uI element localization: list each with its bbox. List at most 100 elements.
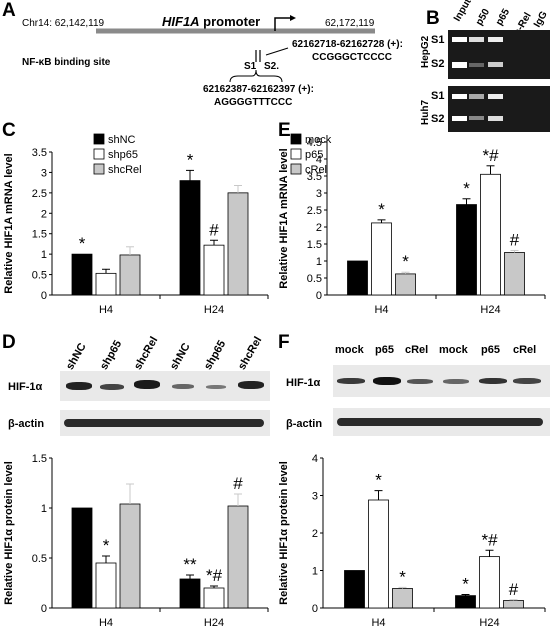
bar xyxy=(71,253,93,296)
significance-mark: * xyxy=(103,536,110,555)
legend-label: p65 xyxy=(305,149,323,161)
blot-band xyxy=(443,379,469,384)
y-tick-label: 3.5 xyxy=(32,147,47,159)
y-axis-label: Relative HIF1A mRNA level xyxy=(278,148,290,288)
y-tick-label: 0.5 xyxy=(32,553,47,565)
gel-band xyxy=(488,94,503,99)
lane-label: p65 xyxy=(375,344,394,356)
chart-e-mrna-overexpression: Relative HIF1A mRNA level 0 0.5 1 1.5 2 2.5 3 3.… xyxy=(278,133,546,316)
gel-band xyxy=(452,116,467,121)
site-s2-coordinate: 62162718-62162728 (+): xyxy=(292,39,403,50)
y-tick-label: 0.5 xyxy=(32,270,47,282)
bar xyxy=(395,273,416,296)
blot-band xyxy=(238,381,264,389)
legend-label: shNC xyxy=(108,134,136,146)
tss-arrow-icon xyxy=(274,17,290,31)
site-s1-coordinate: 62162387-62162397 (+): xyxy=(203,84,314,95)
tss-arrowhead-icon xyxy=(290,15,296,21)
y-tick-label: 1.5 xyxy=(32,229,47,241)
legend-label: cRel xyxy=(305,164,327,176)
blot-band xyxy=(172,384,194,389)
gel-row-huh7-s1: S1 xyxy=(431,90,445,102)
lane-label: cRel xyxy=(405,344,429,356)
bar xyxy=(227,192,249,296)
lane-label: shNC xyxy=(168,341,193,372)
significance-mark: * xyxy=(187,150,194,169)
blot-d-row-hif1a: HIF-1α xyxy=(8,381,43,393)
lane-label: cRel xyxy=(513,344,537,356)
blot-band xyxy=(337,378,365,384)
x-tick-label: H24 xyxy=(480,304,500,316)
panel-label-a: A xyxy=(2,0,16,21)
legend-swatch xyxy=(290,133,302,145)
blot-f-actin xyxy=(333,408,550,436)
gel-band xyxy=(452,62,467,68)
significance-mark: * xyxy=(402,252,409,271)
legend-swatch xyxy=(93,163,105,175)
bar xyxy=(392,588,413,609)
site-s2-label: S2. xyxy=(264,61,280,72)
blot-d-hif1a xyxy=(60,371,270,401)
bar xyxy=(71,507,93,609)
gel-col-igg: IgG xyxy=(532,9,550,30)
significance-mark: * xyxy=(375,471,382,490)
blot-band xyxy=(513,378,541,384)
chart-f-protein-overexpression: Relative HIF1α protein level 0 1 2 3 4 H4 * * H24… xyxy=(278,453,546,629)
blot-f-lane-labels: mock p65 cRel mock p65 cRel xyxy=(335,344,550,364)
y-tick-label: 0 xyxy=(312,603,318,615)
panel-label-f: F xyxy=(278,332,290,353)
significance-mark: # xyxy=(509,580,519,599)
y-tick-label: 1 xyxy=(312,566,318,578)
cell-line-hepg2: HepG2 xyxy=(420,35,431,68)
gel-band xyxy=(452,94,467,99)
y-tick-label: 1.5 xyxy=(32,453,47,465)
y-tick-label: 0 xyxy=(41,603,47,615)
lane-label: shp65 xyxy=(202,338,229,372)
significance-mark: * xyxy=(463,179,470,198)
y-tick-label: 3 xyxy=(41,167,47,179)
panel-label-b: B xyxy=(426,8,440,29)
bar xyxy=(504,252,525,296)
panel-label-e: E xyxy=(278,120,291,141)
promoter-title: HIF1A promoter xyxy=(162,14,260,29)
site-s2-leader xyxy=(265,47,289,56)
chromosome-start-label: Chr14: 62,142,119 xyxy=(22,18,105,29)
gel-hepg2 xyxy=(448,30,550,79)
y-tick-label: 4 xyxy=(312,453,318,465)
blot-band xyxy=(66,382,92,390)
y-tick-label: 3 xyxy=(316,188,322,200)
x-tick-label: H4 xyxy=(99,304,113,316)
gel-row-hepg2-s2: S2 xyxy=(431,58,445,70)
blot-band xyxy=(373,377,401,385)
lane-label: shp65 xyxy=(98,338,125,372)
significance-mark: # xyxy=(233,474,243,493)
legend-swatch xyxy=(290,148,302,160)
lane-label: shNC xyxy=(64,341,89,372)
y-tick-label: 1 xyxy=(41,503,47,515)
legend-swatch xyxy=(93,133,105,145)
bar xyxy=(179,578,201,609)
legend-label: shp65 xyxy=(108,149,138,161)
gel-row-huh7-s2: S2 xyxy=(431,113,445,125)
legend-label: shcRel xyxy=(108,164,142,176)
blot-band xyxy=(479,378,507,384)
bar xyxy=(203,244,225,296)
chart-d-protein-knockdown: Relative HIF1α protein level 0 0.5 1 1.5 H4 * H… xyxy=(3,453,269,629)
lane-label: p65 xyxy=(481,344,500,356)
significance-mark: # xyxy=(510,230,520,249)
gel-band xyxy=(452,37,467,42)
significance-mark: *# xyxy=(482,146,499,165)
significance-mark: * xyxy=(462,575,469,594)
blot-band xyxy=(206,385,226,389)
significance-mark: ** xyxy=(183,555,197,574)
chromosome-end-label: 62,172,119 xyxy=(325,18,375,29)
gel-huh7 xyxy=(448,86,550,132)
blot-d-row-actin: β-actin xyxy=(8,418,45,430)
blot-f-row-hif1a: HIF-1α xyxy=(286,377,321,389)
blot-band xyxy=(134,380,160,389)
bar xyxy=(203,587,225,609)
y-tick-label: 1 xyxy=(316,256,322,268)
gel-band xyxy=(469,94,484,99)
gel-band xyxy=(488,37,503,42)
gel-col-p65: p65 xyxy=(494,7,513,28)
